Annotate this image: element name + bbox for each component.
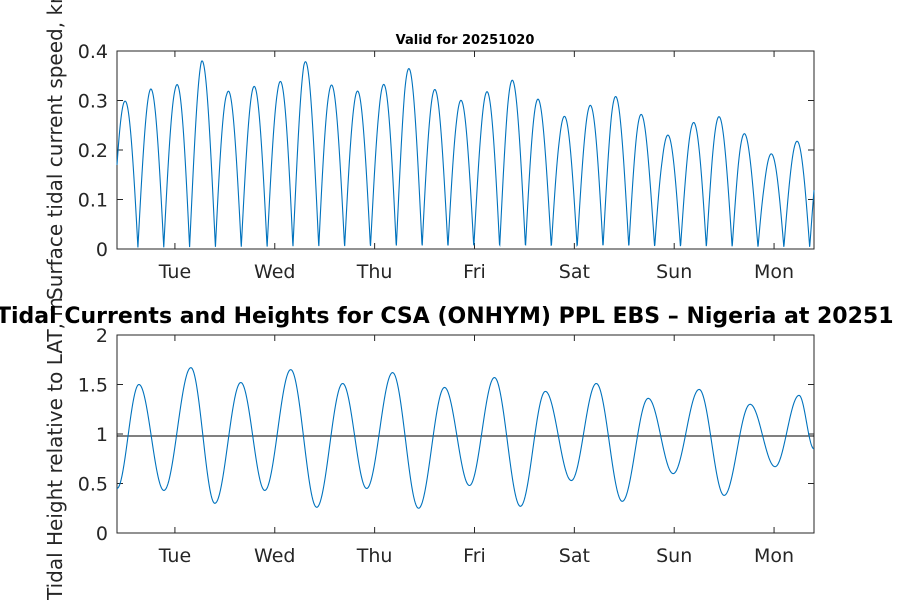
current-speed-title: Valid for 20251020 [396,33,535,48]
x-tick-label: Sun [656,261,692,283]
y-tick-label: 0.3 [78,91,108,113]
y-tick-label: 1 [96,424,108,446]
y-tick-label: 0 [96,239,108,261]
x-tick-label: Wed [254,545,295,567]
x-tick-label: Thu [356,261,393,283]
current-speed-line [116,60,815,248]
x-tick-label: Sat [559,261,590,283]
x-tick-label: Fri [463,545,486,567]
x-tick-label: Thu [356,545,393,567]
x-tick-label: Tue [158,261,191,283]
tidal-height-ylabel: Tidal Height relative to LAT, m [43,297,67,600]
x-tick-label: Fri [463,261,486,283]
x-tick-label: Tue [158,545,191,567]
x-tick-label: Wed [254,261,295,283]
y-tick-label: 0.5 [78,474,108,496]
tidal-height-axes [116,334,815,534]
y-tick-label: 0.4 [78,41,108,63]
main-title: Tidal Currents and Heights for CSA (ONHY… [0,304,894,329]
y-tick-label: 2 [96,325,108,347]
current-speed-axes [116,50,815,250]
x-tick-label: Sat [559,545,590,567]
current-speed-panel: Valid for 20251020 0 0.1 0.2 0.3 0.4 Tue Wed T… [43,0,815,300]
y-tick-label: 0.2 [78,140,108,162]
y-tick-label: 1.5 [78,375,108,397]
y-tick-label: 0 [96,523,108,545]
tidal-height-line [116,367,815,509]
y-tick-label: 0.1 [78,190,108,212]
x-tick-label: Mon [754,261,794,283]
x-tick-label: Sun [656,545,692,567]
x-tick-label: Mon [754,545,794,567]
current-speed-ylabel: Surface tidal current speed, km [43,0,67,300]
tidal-height-panel: 0 0.5 1 1.5 2 Tue Wed Thu Fri Sat Sun Mon Tidal He… [43,297,815,600]
